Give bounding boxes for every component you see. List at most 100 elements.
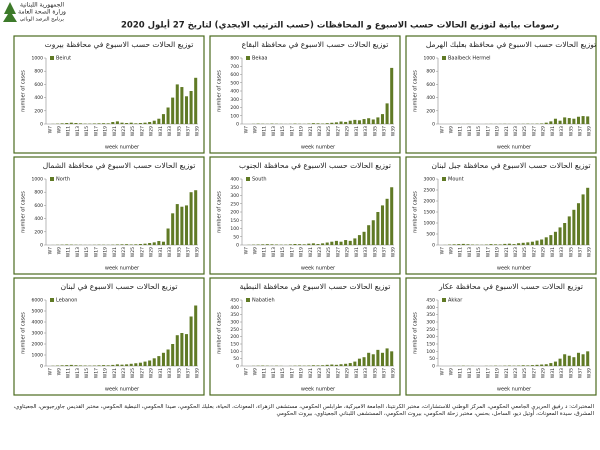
- x-tick-label: W29: [149, 368, 155, 378]
- bar: [371, 220, 375, 245]
- bar: [143, 361, 147, 366]
- x-tick-label: W13: [467, 247, 473, 257]
- bar: [586, 116, 590, 124]
- x-tick-label: W15: [280, 247, 286, 257]
- bar: [325, 242, 329, 245]
- bar: [92, 123, 96, 124]
- bar: [540, 239, 544, 245]
- y-tick-label: 150: [230, 342, 239, 348]
- y-tick-label: 2500: [424, 188, 436, 194]
- x-tick-label: W37: [577, 368, 583, 378]
- x-tick-label: W27: [139, 126, 145, 136]
- bar: [581, 116, 585, 124]
- bar: [189, 316, 193, 366]
- bar: [344, 363, 348, 366]
- x-tick-label: W37: [577, 247, 583, 257]
- bar: [466, 244, 470, 245]
- legend-label: North: [56, 177, 70, 183]
- bar: [175, 84, 179, 124]
- bar: [74, 123, 78, 124]
- y-tick-label: 400: [230, 177, 239, 183]
- y-tick-label: 2000: [424, 199, 436, 205]
- bar: [390, 67, 394, 124]
- bar: [581, 354, 585, 366]
- bar: [330, 364, 334, 366]
- x-tick-label: W23: [121, 368, 127, 378]
- bar: [134, 363, 138, 366]
- bar: [115, 364, 119, 366]
- x-tick-label: W37: [381, 368, 387, 378]
- bar: [540, 123, 544, 124]
- bar: [380, 114, 385, 124]
- legend-label: Beirut: [56, 56, 71, 62]
- bar: [498, 244, 502, 245]
- legend-label: South: [252, 177, 267, 183]
- legend-swatch: [50, 177, 54, 181]
- x-tick-label: W9: [57, 368, 63, 375]
- bar: [489, 244, 493, 245]
- x-tick-label: W23: [513, 247, 519, 257]
- x-tick-label: W21: [112, 126, 118, 136]
- panel: [13, 277, 205, 396]
- x-tick-label: W25: [326, 126, 332, 136]
- bar: [572, 209, 576, 245]
- y-tick-label: 0: [40, 364, 43, 370]
- bar: [79, 365, 83, 366]
- x-tick-label: W37: [185, 126, 191, 136]
- bar: [540, 364, 544, 366]
- x-tick-label: W9: [57, 126, 63, 133]
- bar: [106, 365, 110, 366]
- bar: [544, 364, 548, 366]
- x-tick-label: W27: [139, 247, 145, 257]
- x-tick-label: W9: [253, 247, 259, 254]
- panel-title: توزيع الحالات حسب الاسبوع في محافظة الجن…: [239, 161, 391, 170]
- bar: [586, 351, 590, 366]
- bar: [330, 122, 334, 124]
- y-tick-label: 800: [230, 56, 239, 62]
- x-tick-label: W31: [158, 126, 164, 136]
- bar: [348, 120, 352, 124]
- bar: [325, 364, 329, 366]
- y-tick-label: 250: [230, 201, 239, 207]
- x-tick-label: W27: [335, 126, 341, 136]
- y-tick-label: 50: [429, 356, 435, 362]
- legend-swatch: [246, 298, 250, 302]
- bar: [65, 244, 69, 245]
- x-tick-label: W9: [449, 126, 455, 133]
- bar: [563, 223, 567, 245]
- y-tick-label: 700: [230, 64, 239, 70]
- y-tick-label: 100: [230, 349, 239, 355]
- bar: [65, 123, 69, 124]
- bar: [148, 122, 152, 124]
- x-tick-label: W39: [391, 368, 397, 378]
- bar: [60, 365, 64, 366]
- y-tick-label: 600: [426, 82, 435, 88]
- y-tick-label: 3000: [32, 331, 44, 337]
- bar: [494, 244, 498, 245]
- x-tick-label: W21: [308, 247, 314, 257]
- bar: [111, 364, 115, 366]
- x-tick-label: W15: [280, 368, 286, 378]
- x-tick-label: W17: [485, 126, 491, 136]
- bar: [576, 203, 581, 245]
- bar: [161, 114, 165, 124]
- y-tick-label: 350: [426, 312, 435, 318]
- x-tick-label: W31: [550, 126, 556, 136]
- x-tick-label: W21: [504, 126, 510, 136]
- x-tick-label: W11: [458, 247, 464, 257]
- bar: [270, 244, 274, 245]
- bar: [171, 213, 175, 245]
- y-axis-title: number of cases: [21, 191, 27, 233]
- legend-label: Nabatieh: [252, 298, 275, 304]
- y-tick-label: 1000: [32, 56, 44, 62]
- legend-label: Mount: [448, 177, 464, 183]
- bar: [102, 123, 106, 124]
- y-tick-label: 200: [230, 334, 239, 340]
- bar: [572, 118, 576, 124]
- bar: [376, 349, 380, 366]
- y-axis-title: number of cases: [217, 312, 223, 354]
- bar: [157, 241, 161, 245]
- bar: [334, 240, 338, 245]
- y-tick-label: 200: [230, 105, 239, 111]
- y-tick-label: 600: [230, 72, 239, 78]
